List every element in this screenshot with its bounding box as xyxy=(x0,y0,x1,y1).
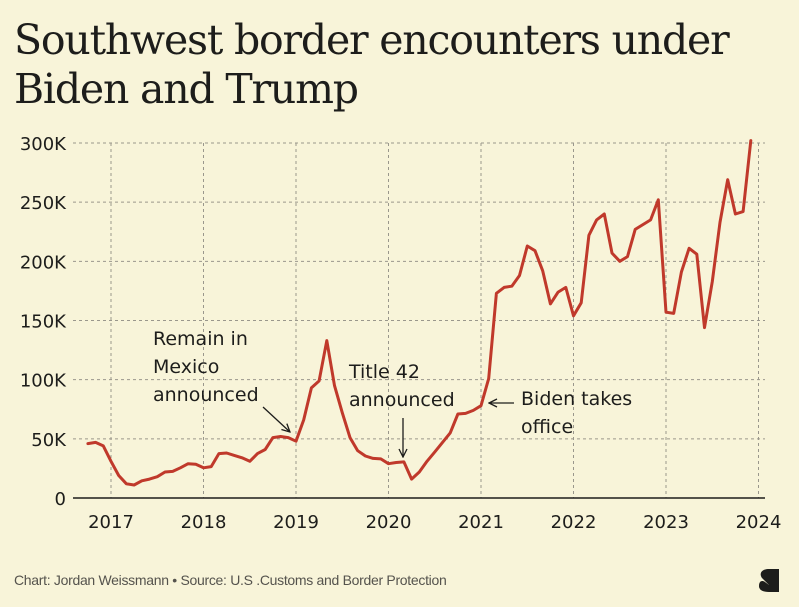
x-tick-label: 2020 xyxy=(366,512,412,533)
y-axis: 0 50K 100K 150K 200K 250K 300K xyxy=(20,134,67,510)
annotation-title-42: Title 42 announced xyxy=(348,361,455,411)
substack-logo-icon xyxy=(759,569,779,592)
annotation-remain-in-mexico: Remain in Mexico announced xyxy=(153,328,259,406)
annotation-biden-takes-office: Biden takes office xyxy=(521,388,632,438)
y-tick-label: 200K xyxy=(20,252,67,273)
series-line-southwest-border-encounters xyxy=(86,139,753,487)
chart-title: Southwest border encounters under Biden … xyxy=(14,16,730,113)
footer-credit: Chart: Jordan Weissmann • Source: U.S .C… xyxy=(14,572,447,588)
y-tick-label: 150K xyxy=(20,312,67,333)
y-tick-label: 0 xyxy=(55,489,66,510)
x-tick-label: 2018 xyxy=(181,512,227,533)
x-axis: 2017 2018 2019 2020 2021 2022 2023 2024 xyxy=(88,512,781,533)
x-tick-label: 2019 xyxy=(273,512,319,533)
x-tick-label: 2023 xyxy=(643,512,689,533)
grid xyxy=(73,142,765,498)
x-tick-label: 2022 xyxy=(551,512,597,533)
arrow-remain-in-mexico xyxy=(262,406,290,432)
y-tick-label: 300K xyxy=(20,134,67,155)
y-tick-label: 250K xyxy=(20,193,67,214)
annotations: Remain in Mexico announced Title 42 announce… xyxy=(153,328,632,457)
y-tick-label: 100K xyxy=(20,371,67,392)
y-tick-label: 50K xyxy=(31,430,67,451)
x-tick-label: 2017 xyxy=(88,512,134,533)
x-tick-label: 2021 xyxy=(458,512,504,533)
x-tick-label: 2024 xyxy=(736,512,782,533)
